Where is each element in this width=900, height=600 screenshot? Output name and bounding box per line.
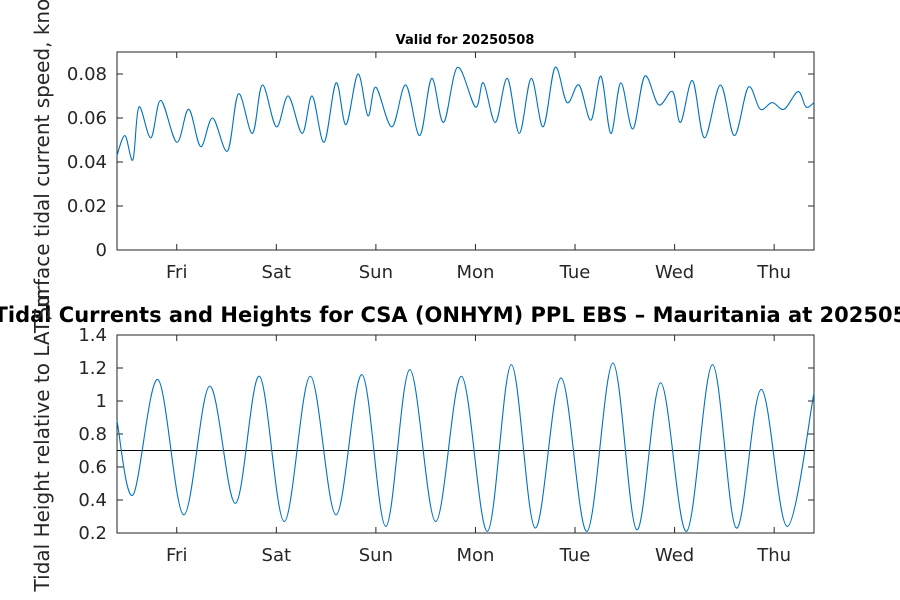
current-speed-y-tick-label: 0.04 bbox=[67, 152, 107, 173]
tidal-height-y-tick-label: 1.4 bbox=[78, 325, 107, 346]
current-speed-line bbox=[116, 66, 815, 161]
current-speed-x-tick-label: Sun bbox=[359, 262, 393, 283]
tidal-height-x-tick-label: Thu bbox=[756, 545, 791, 566]
current-speed-y-tick-label: 0.08 bbox=[67, 64, 107, 85]
tidal-height-x-tick-label: Sat bbox=[262, 545, 292, 566]
current-speed-y-tick-label: 0 bbox=[96, 240, 107, 261]
current-speed-x-tick-label: Sat bbox=[262, 262, 292, 283]
tidal-height-y-tick-label: 0.6 bbox=[78, 457, 107, 478]
current-speed-y-axis-label: Surface tidal current speed, knots bbox=[30, 0, 54, 320]
current-speed-x-tick-label: Mon bbox=[456, 262, 494, 283]
current-speed-x-tick-label: Thu bbox=[756, 262, 791, 283]
tidal-height-axes: 0.2 0.4 0.6 0.8 1 1.2 1.4 Fri Sat Sun Mon Tue Wed Th… bbox=[78, 325, 815, 566]
current-speed-y-tick-label: 0.02 bbox=[67, 196, 107, 217]
tidal-height-y-tick-label: 0.2 bbox=[78, 523, 107, 544]
tidal-height-x-tick-label: Fri bbox=[166, 545, 187, 566]
tidal-height-x-ticks: Fri Sat Sun Mon Tue Wed Thu bbox=[166, 335, 791, 566]
current-speed-x-tick-label: Fri bbox=[166, 262, 187, 283]
tidal-height-x-tick-label: Wed bbox=[655, 545, 694, 566]
current-speed-y-ticks: 0 0.02 0.04 0.06 0.08 bbox=[67, 64, 814, 261]
tidal-height-x-tick-label: Mon bbox=[456, 545, 494, 566]
current-speed-x-tick-label: Tue bbox=[559, 262, 591, 283]
tidal-height-x-tick-label: Sun bbox=[359, 545, 393, 566]
current-speed-plot-area bbox=[116, 51, 815, 251]
current-speed-y-tick-label: 0.06 bbox=[67, 108, 107, 129]
tidal-height-line bbox=[116, 362, 815, 532]
current-speed-x-ticks: Fri Sat Sun Mon Tue Wed Thu bbox=[166, 52, 791, 283]
current-speed-axes: 0 0.02 0.04 0.06 0.08 Fri Sat Sun Mon Tue Wed Thu bbox=[67, 51, 815, 283]
tidal-height-y-axis-label: Tidal Height relative to LAT, m bbox=[30, 289, 54, 593]
tidal-height-y-ticks: 0.2 0.4 0.6 0.8 1 1.2 1.4 bbox=[78, 325, 814, 544]
tidal-height-y-tick-label: 1 bbox=[96, 391, 107, 412]
tidal-height-y-tick-label: 0.8 bbox=[78, 424, 107, 445]
main-title: Tidal Currents and Heights for CSA (ONHY… bbox=[0, 303, 900, 327]
top-plot-title: Valid for 20250508 bbox=[396, 33, 535, 48]
current-speed-x-tick-label: Wed bbox=[655, 262, 694, 283]
tidal-height-x-tick-label: Tue bbox=[559, 545, 591, 566]
tidal-height-y-tick-label: 1.2 bbox=[78, 358, 107, 379]
tidal-height-y-tick-label: 0.4 bbox=[78, 490, 107, 511]
